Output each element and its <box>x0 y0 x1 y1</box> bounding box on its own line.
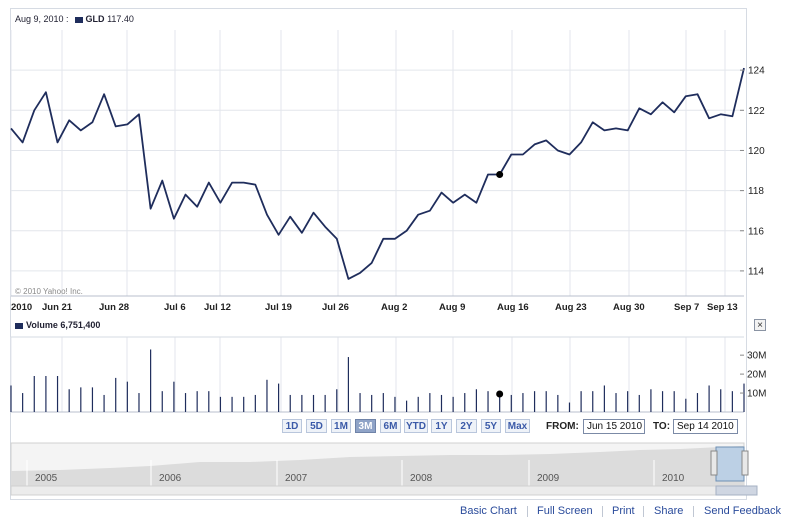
price-series-line <box>10 67 745 280</box>
footer-divider <box>527 506 528 517</box>
footer-divider <box>693 506 694 517</box>
volume-label: Volume <box>26 320 58 330</box>
overview-scrollbar <box>10 485 758 496</box>
x-tick-label: Sep 7 <box>674 302 699 313</box>
overview-year-label: 2006 <box>159 473 182 484</box>
x-tick-label: Aug 2 <box>381 302 407 313</box>
from-label: FROM: <box>546 421 579 432</box>
range-button-5y[interactable]: 5Y <box>481 419 501 433</box>
close-volume-button[interactable]: × <box>754 319 766 331</box>
volume-tick-label: 10M <box>747 389 766 400</box>
overview-navigator[interactable]: 2005 2006 2007 2008 2009 2010 <box>10 442 758 496</box>
overview-year-label: 2009 <box>537 473 560 484</box>
x-tick-label: Jul 6 <box>164 302 186 313</box>
full-screen-link[interactable]: Full Screen <box>537 505 593 517</box>
range-button-3m[interactable]: 3M <box>355 419 376 433</box>
range-button-6m[interactable]: 6M <box>380 419 401 433</box>
volume-tick-label: 20M <box>747 370 766 381</box>
volume-highlight-point <box>496 390 504 398</box>
x-tick-label: Jun 21 <box>42 302 73 313</box>
overview-year-label: 2007 <box>285 473 308 484</box>
x-tick-label: Jul 26 <box>322 302 349 313</box>
range-button-max[interactable]: Max <box>505 419 530 433</box>
header-date: Aug 9, 2010 : <box>15 14 69 24</box>
range-button-ytd[interactable]: YTD <box>404 419 428 433</box>
chart-frame <box>10 8 747 500</box>
range-button-1d[interactable]: 1D <box>282 419 302 433</box>
x-tick-label: Jul 19 <box>265 302 292 313</box>
overview-left-handle <box>710 450 718 476</box>
x-tick-label: Jun 28 <box>99 302 129 313</box>
volume-tick-label: 30M <box>747 351 766 362</box>
volume-value: 6,751,400 <box>60 320 101 330</box>
overview-year-label: 2008 <box>410 473 433 484</box>
volume-header: Volume 6,751,400 <box>15 320 100 330</box>
basic-chart-link[interactable]: Basic Chart <box>460 505 517 517</box>
volume-bars <box>10 349 745 412</box>
x-tick-label: Aug 16 <box>497 302 529 313</box>
overview-year-label: 2005 <box>35 473 58 484</box>
share-link[interactable]: Share <box>654 505 684 517</box>
footer-divider <box>643 506 644 517</box>
to-label: TO: <box>653 421 671 432</box>
x-tick-label: Aug 30 <box>613 302 645 313</box>
price-tick-label: 118 <box>748 186 764 197</box>
overview-year-label: 2010 <box>662 473 685 484</box>
x-tick-label: Aug 23 <box>555 302 587 313</box>
range-button-2y[interactable]: 2Y <box>456 419 477 433</box>
overview-scroll-thumb <box>715 485 758 496</box>
send-feedback-link[interactable]: Send Feedback <box>704 505 782 517</box>
x-tick-label: 2010 <box>11 302 32 313</box>
range-button-1m[interactable]: 1M <box>331 419 351 433</box>
price-tick-label: 116 <box>748 226 764 237</box>
x-tick-label: Sep 13 <box>707 302 738 313</box>
price-tick-label: 120 <box>748 146 765 157</box>
from-date-input[interactable]: Jun 15 2010 <box>583 419 645 434</box>
range-button-1y[interactable]: 1Y <box>431 419 452 433</box>
header-symbol: GLD <box>85 14 105 24</box>
range-button-5d[interactable]: 5D <box>306 419 327 433</box>
price-highlight-point <box>496 171 504 179</box>
price-grid <box>10 30 744 413</box>
price-line-layer <box>10 67 745 280</box>
gld-legend-swatch <box>74 16 83 23</box>
price-header: Aug 9, 2010 : GLD 117.40 <box>15 14 134 24</box>
to-date-input[interactable]: Sep 14 2010 <box>673 419 738 434</box>
overview-selection-window <box>715 446 745 482</box>
overview-area <box>11 446 744 486</box>
footer-divider <box>602 506 603 517</box>
x-tick-label: Aug 9 <box>439 302 465 313</box>
price-tick-label: 124 <box>748 66 765 77</box>
x-tick-label: Jul 12 <box>204 302 231 313</box>
print-link[interactable]: Print <box>612 505 635 517</box>
volume-legend-swatch <box>15 322 23 329</box>
price-axis: 114 116 118 120 122 124 <box>740 66 765 277</box>
price-tick-label: 114 <box>748 266 764 277</box>
overview-right-handle <box>741 450 749 476</box>
header-price: 117.40 <box>107 14 134 24</box>
copyright-text: © 2010 Yahoo! Inc. <box>15 287 83 296</box>
x-axis: 2010 Jun 21 Jun 28 Jul 6 Jul 12 Jul 19 Jul 26 A… <box>11 302 738 313</box>
price-tick-label: 122 <box>748 106 765 117</box>
volume-axis: 10M 20M 30M <box>740 351 766 400</box>
